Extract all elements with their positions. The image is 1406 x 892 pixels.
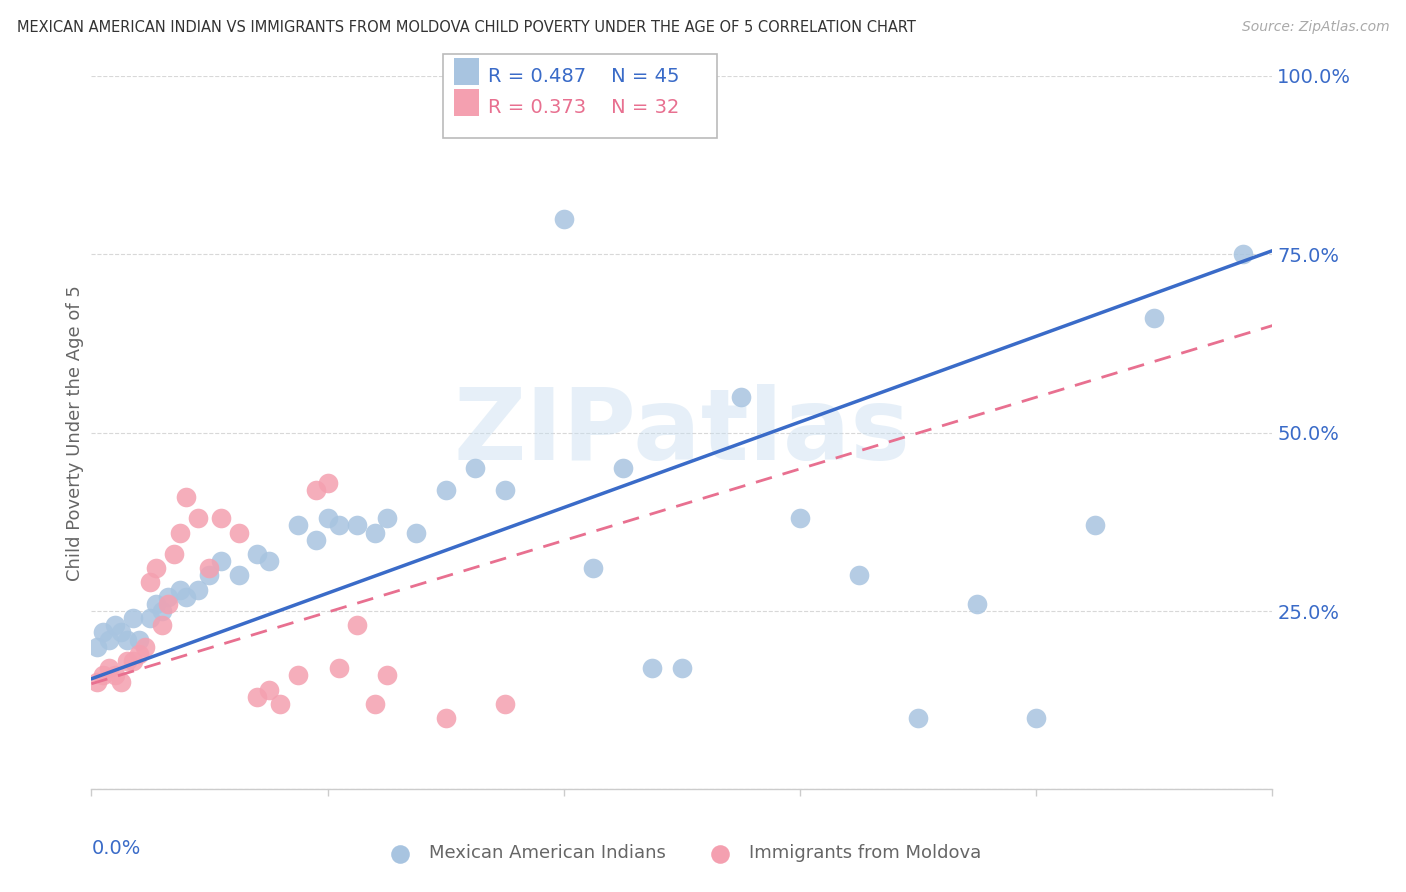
Point: [287, 668, 309, 682]
Point: [187, 511, 209, 525]
Point: [1143, 311, 1166, 326]
Point: [1232, 247, 1254, 261]
Point: [494, 697, 516, 711]
Point: [405, 525, 427, 540]
Point: [287, 518, 309, 533]
Point: [110, 625, 132, 640]
Point: [328, 661, 350, 675]
Point: [187, 582, 209, 597]
Text: R = 0.487    N = 45: R = 0.487 N = 45: [488, 67, 679, 86]
Point: [346, 518, 368, 533]
Point: [375, 511, 398, 525]
Point: [494, 483, 516, 497]
Point: [110, 675, 132, 690]
Point: [115, 654, 138, 668]
Point: [375, 668, 398, 682]
Point: [364, 697, 387, 711]
Point: [174, 590, 197, 604]
Point: [121, 611, 143, 625]
Point: [907, 711, 929, 725]
Point: [316, 475, 339, 490]
Point: [246, 690, 269, 704]
Point: [198, 568, 221, 582]
Point: [305, 533, 328, 547]
Point: [1025, 711, 1047, 725]
Point: [553, 211, 575, 226]
Point: [98, 661, 121, 675]
Point: [257, 682, 280, 697]
Point: [228, 568, 250, 582]
Point: [128, 647, 150, 661]
Legend: Mexican American Indians, Immigrants from Moldova: Mexican American Indians, Immigrants fro…: [382, 845, 981, 863]
Point: [91, 668, 114, 682]
Point: [139, 575, 162, 590]
Point: [246, 547, 269, 561]
Point: [198, 561, 221, 575]
Point: [641, 661, 664, 675]
Point: [671, 661, 693, 675]
Point: [789, 511, 811, 525]
Point: [145, 561, 167, 575]
Point: [157, 597, 180, 611]
Point: [269, 697, 291, 711]
Point: [91, 625, 114, 640]
Point: [121, 654, 143, 668]
Point: [150, 618, 173, 632]
Point: [86, 675, 108, 690]
Point: [98, 632, 121, 647]
Point: [328, 518, 350, 533]
Point: [157, 590, 180, 604]
Point: [316, 511, 339, 525]
Point: [848, 568, 870, 582]
Point: [128, 632, 150, 647]
Point: [163, 547, 186, 561]
Point: [115, 632, 138, 647]
Point: [174, 490, 197, 504]
Text: ZIPatlas: ZIPatlas: [454, 384, 910, 481]
Y-axis label: Child Poverty Under the Age of 5: Child Poverty Under the Age of 5: [66, 285, 84, 581]
Point: [139, 611, 162, 625]
Text: MEXICAN AMERICAN INDIAN VS IMMIGRANTS FROM MOLDOVA CHILD POVERTY UNDER THE AGE O: MEXICAN AMERICAN INDIAN VS IMMIGRANTS FR…: [17, 20, 915, 35]
Point: [257, 554, 280, 568]
Point: [305, 483, 328, 497]
Point: [364, 525, 387, 540]
Point: [145, 597, 167, 611]
Text: 0.0%: 0.0%: [91, 839, 141, 858]
Point: [104, 618, 127, 632]
Point: [730, 390, 752, 404]
Point: [434, 483, 457, 497]
Point: [209, 554, 232, 568]
Point: [209, 511, 232, 525]
Point: [346, 618, 368, 632]
Point: [169, 525, 191, 540]
Point: [1084, 518, 1107, 533]
Point: [169, 582, 191, 597]
Text: Source: ZipAtlas.com: Source: ZipAtlas.com: [1241, 20, 1389, 34]
Point: [104, 668, 127, 682]
Text: R = 0.373    N = 32: R = 0.373 N = 32: [488, 98, 679, 117]
Point: [150, 604, 173, 618]
Point: [612, 461, 634, 475]
Point: [86, 640, 108, 654]
Point: [464, 461, 486, 475]
Point: [228, 525, 250, 540]
Point: [582, 561, 605, 575]
Point: [434, 711, 457, 725]
Point: [134, 640, 156, 654]
Point: [966, 597, 988, 611]
